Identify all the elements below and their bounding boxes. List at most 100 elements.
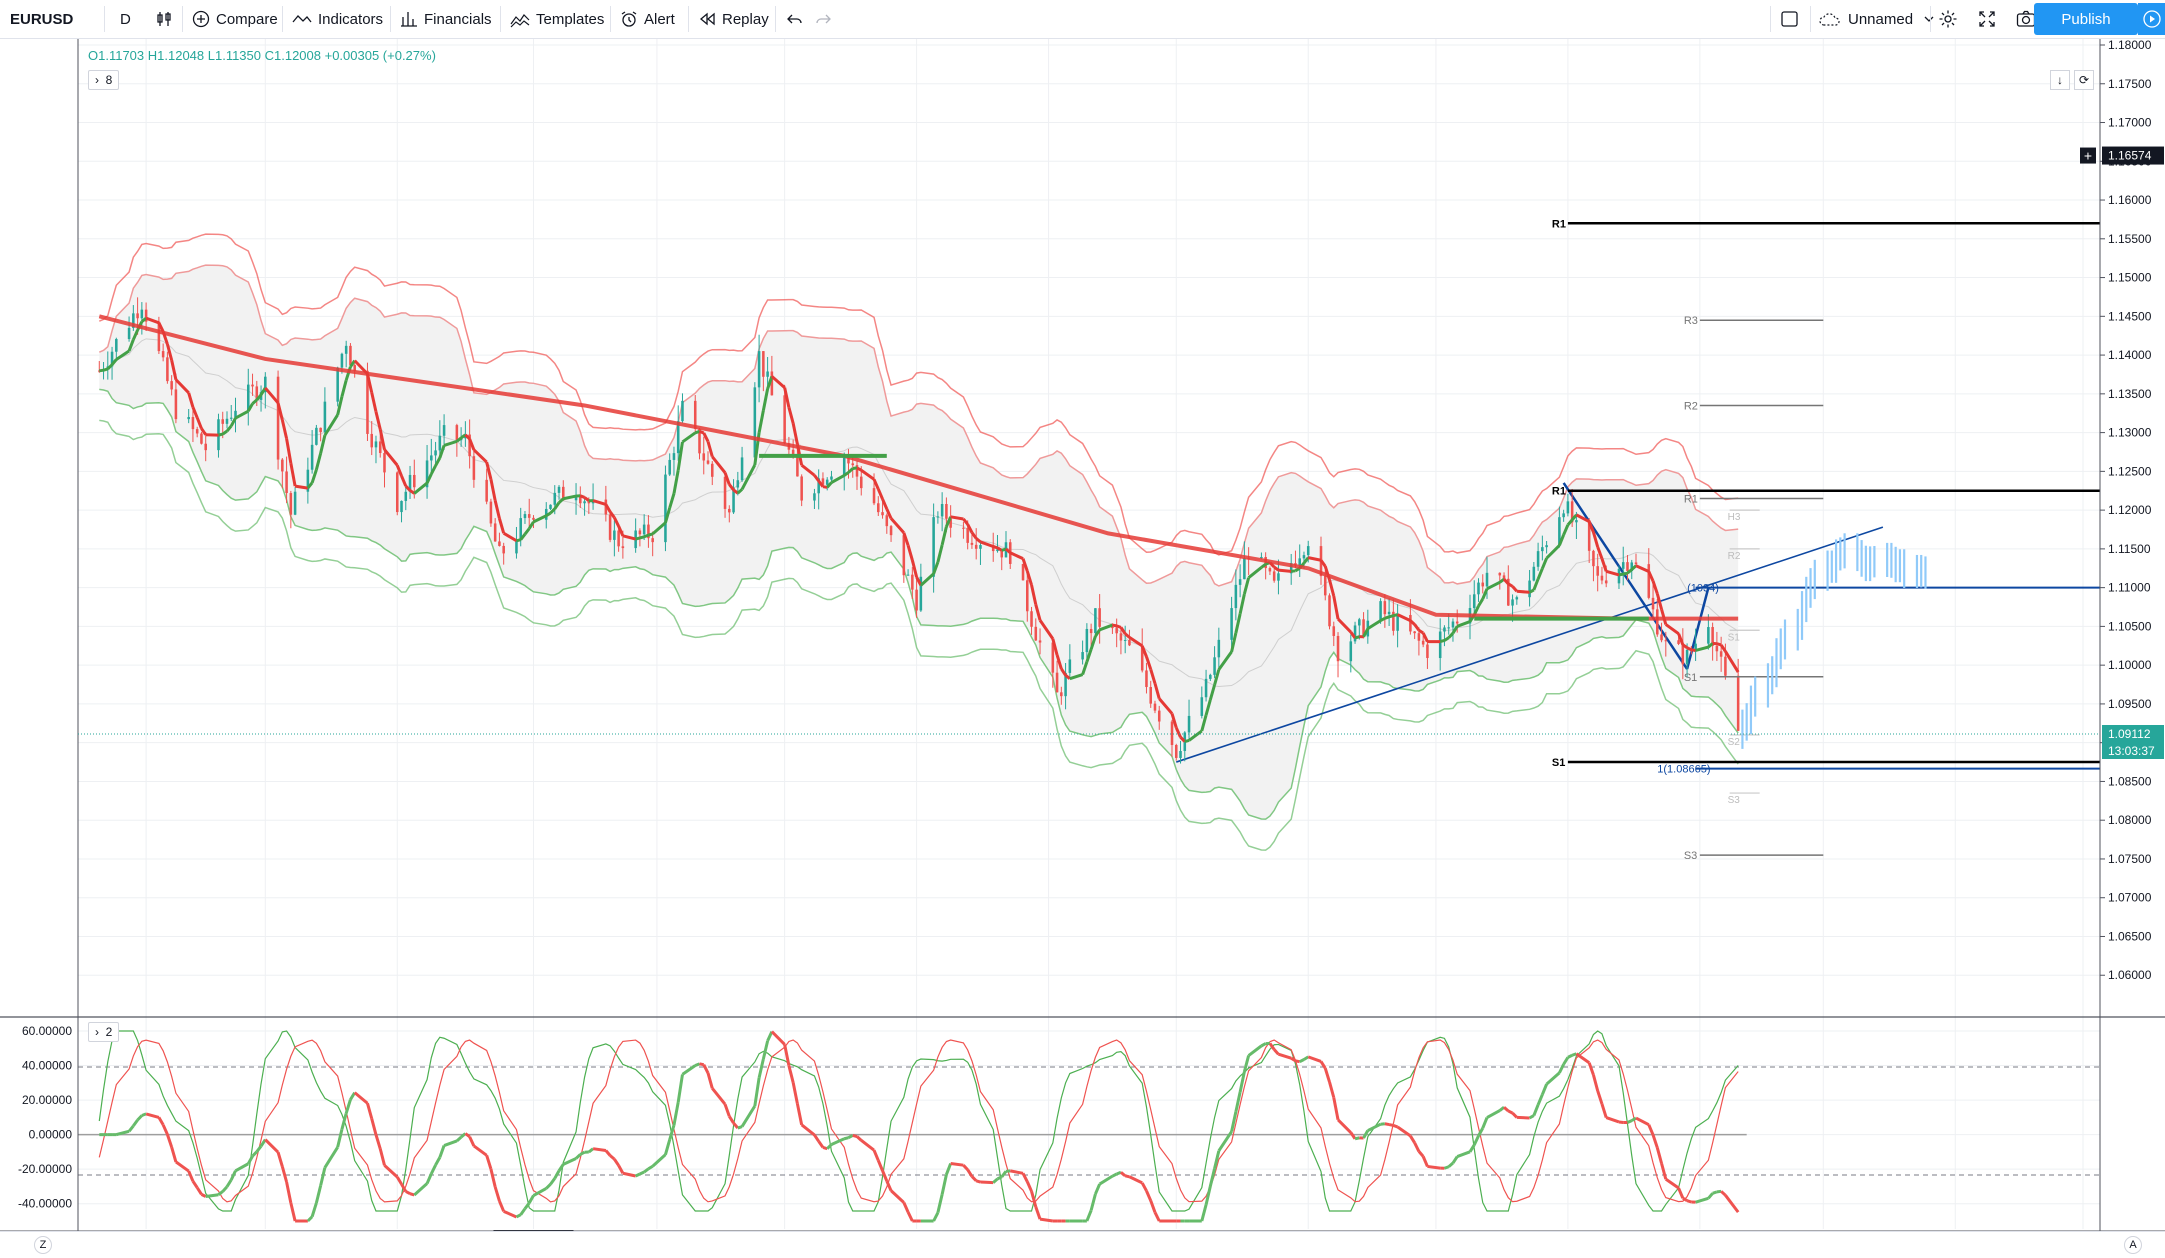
ma-fast-segment — [1355, 637, 1359, 638]
momentum-segment — [861, 1140, 874, 1150]
momentum-segment — [431, 1165, 435, 1174]
momentum-segment — [759, 1059, 763, 1078]
fib-label: (1034) — [1687, 583, 1719, 595]
candle-body — [400, 501, 403, 512]
momentum-segment — [227, 1180, 231, 1187]
candle-body — [1171, 722, 1174, 745]
reset-button[interactable]: ⟳ — [2074, 70, 2094, 90]
momentum-segment — [197, 1188, 201, 1195]
candle-body — [1175, 745, 1178, 758]
ma-fast-segment — [648, 534, 652, 535]
candle-body — [558, 487, 561, 493]
publish-button[interactable]: Publish — [2034, 3, 2138, 35]
candle-body — [396, 472, 399, 512]
candle-body — [324, 402, 327, 432]
y-tick-label: 1.10000 — [2108, 658, 2152, 672]
momentum-segment — [376, 1135, 380, 1149]
auto-scale-button[interactable]: A — [2124, 1236, 2142, 1254]
replay-button[interactable]: Replay — [698, 0, 769, 38]
pivot-label: R1 — [1552, 218, 1566, 230]
momentum-segment — [444, 1141, 457, 1146]
momentum-segment — [1662, 1163, 1666, 1179]
candle-body — [813, 493, 816, 500]
chart-canvas[interactable]: 1(1.08665)(1034) R1R3R2R1R1S1S1S3H3R2S1S… — [0, 39, 2165, 1231]
redo-button[interactable] — [814, 0, 838, 38]
candle-body — [1235, 585, 1238, 608]
candle-body — [1635, 562, 1638, 564]
ma-fast-segment — [1691, 650, 1695, 651]
momentum-segment — [308, 1217, 312, 1221]
y-tick-label: 1.16000 — [2108, 193, 2152, 207]
undo-button[interactable] — [786, 0, 810, 38]
momentum-segment — [474, 1146, 487, 1155]
ma-fast-segment — [636, 538, 640, 539]
ma-fast-segment — [951, 517, 964, 519]
indicators-toggle[interactable]: › 8 — [88, 70, 119, 90]
layout-name-button[interactable]: Unnamed — [1818, 0, 1943, 38]
indicators-button[interactable]: Indicators — [292, 0, 383, 38]
momentum-segment — [1713, 1192, 1717, 1193]
interval-button[interactable]: D — [120, 0, 131, 38]
momentum-segment — [1249, 1046, 1262, 1056]
candle-body — [230, 418, 233, 419]
momentum-segment — [1708, 1193, 1712, 1198]
momentum-segment — [1334, 1098, 1338, 1120]
candle-body — [1379, 601, 1382, 621]
momentum-segment — [942, 1175, 946, 1195]
settings-button[interactable] — [1938, 0, 1964, 38]
candle-body — [966, 528, 969, 543]
candle-body — [1277, 573, 1280, 580]
momentum-segment — [734, 1123, 738, 1128]
candle-body — [1647, 564, 1650, 598]
momentum-segment — [589, 1149, 593, 1152]
scroll-down-button[interactable]: ↓ — [2050, 70, 2070, 90]
osc-indicators-toggle[interactable]: › 2 — [88, 1022, 119, 1042]
momentum-segment — [495, 1187, 499, 1201]
play-button[interactable] — [2138, 3, 2165, 35]
momentum-segment — [814, 1135, 818, 1141]
candle-body — [1388, 612, 1391, 614]
replay-label: Replay — [722, 11, 769, 28]
alert-button[interactable]: Alert — [620, 0, 675, 38]
momentum-segment — [1449, 1163, 1453, 1167]
candle-body — [762, 351, 765, 377]
fullscreen-button[interactable] — [1978, 0, 2002, 38]
candle-body — [277, 377, 280, 460]
templates-button[interactable]: Templates — [510, 0, 604, 38]
y-tick-label: 1.18000 — [2108, 39, 2152, 52]
candle-body — [200, 433, 203, 443]
candle-body — [439, 436, 442, 451]
fullscreen-layout-button[interactable] — [1780, 0, 1806, 38]
arrow-down-icon: ↓ — [2057, 73, 2063, 87]
momentum-segment — [355, 1093, 368, 1104]
momentum-segment — [201, 1194, 205, 1196]
candle-body — [285, 471, 288, 493]
candle-body — [728, 509, 731, 512]
candle-body — [1039, 640, 1042, 642]
candle-body — [1158, 711, 1161, 722]
momentum-segment — [427, 1174, 431, 1184]
candle-body — [881, 512, 884, 515]
momentum-segment — [397, 1177, 401, 1184]
momentum-segment — [593, 1149, 606, 1151]
momentum-segment — [338, 1129, 342, 1147]
symbol-search[interactable]: EURUSD — [10, 0, 73, 38]
momentum-segment — [1338, 1120, 1351, 1133]
momentum-segment — [648, 1166, 652, 1169]
momentum-segment — [236, 1164, 249, 1171]
momentum-segment — [972, 1176, 976, 1180]
momentum-segment — [1717, 1191, 1721, 1192]
y-tick-label: 1.11000 — [2108, 581, 2151, 595]
candle-body — [651, 538, 654, 542]
chart-style-button[interactable] — [156, 0, 180, 38]
compare-button[interactable]: Compare — [192, 0, 278, 38]
momentum-segment — [1215, 1151, 1219, 1169]
momentum-segment — [997, 1177, 1001, 1179]
momentum-segment — [440, 1146, 444, 1158]
momentum-segment — [457, 1137, 461, 1141]
momentum-segment — [853, 1135, 857, 1136]
candle-body — [1443, 627, 1446, 631]
osc-left-label: 0.00000 — [29, 1128, 73, 1142]
financials-button[interactable]: Financials — [400, 0, 492, 38]
timezone-button[interactable]: Z — [34, 1236, 52, 1254]
